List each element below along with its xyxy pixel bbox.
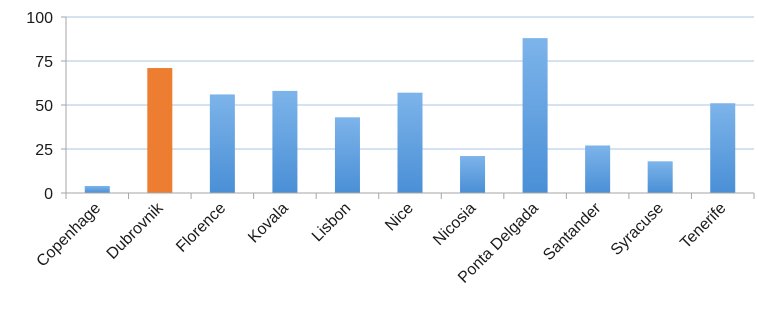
- x-tick-label: Copenhage: [34, 200, 105, 271]
- x-tick-label: Nicosia: [430, 200, 479, 249]
- y-tick-label: 50: [35, 98, 53, 115]
- x-tick-label: Tenerife: [677, 200, 729, 252]
- x-tick-label: Florence: [173, 200, 229, 256]
- x-tick-label: Nice: [382, 200, 417, 235]
- bar-lisbon: [334, 117, 360, 193]
- bar-florence: [209, 94, 235, 193]
- bar-santander: [585, 145, 611, 193]
- bar-nicosia: [460, 156, 486, 193]
- y-tick-label: 100: [26, 10, 53, 27]
- x-tick-label: Kovala: [245, 200, 292, 247]
- x-tick-label: Syracuse: [608, 200, 667, 259]
- y-tick-label: 75: [35, 54, 53, 71]
- x-tick-label: Lisbon: [309, 200, 354, 245]
- bar-ponta-delgada: [522, 38, 548, 194]
- y-tick-label: 25: [35, 142, 53, 159]
- axes: [65, 17, 754, 194]
- y-tick-label: 0: [44, 186, 53, 203]
- bar-syracuse: [647, 161, 673, 193]
- bar-dubrovnik: [147, 68, 173, 193]
- bar-tenerife: [710, 103, 736, 193]
- bar-kovala: [272, 90, 298, 193]
- x-tick-label: Santander: [540, 199, 605, 264]
- x-tick-label: Dubrovnik: [104, 199, 168, 263]
- y-axis-ticks: 0 25 50 75 100: [26, 10, 66, 203]
- bars: [84, 38, 736, 194]
- x-axis-ticks: Copenhage Dubrovnik Florence Kovala Lisbon Ni…: [34, 193, 755, 287]
- bar-nice: [397, 92, 423, 193]
- bar-copenhage: [84, 185, 110, 193]
